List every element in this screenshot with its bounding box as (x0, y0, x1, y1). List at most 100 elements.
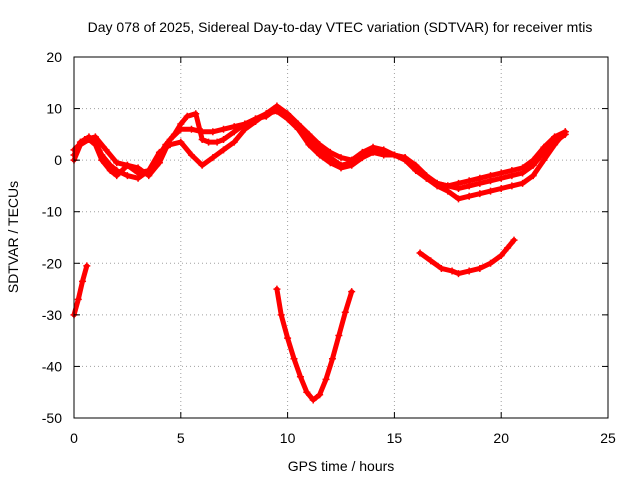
data-point-marker (454, 270, 462, 278)
x-tick-label: 0 (70, 430, 78, 446)
data-point-marker (401, 156, 409, 164)
grid-layer (74, 57, 608, 418)
data-point-marker (145, 166, 153, 174)
data-point-marker (198, 136, 206, 144)
y-tick-label: 0 (54, 152, 62, 168)
data-point-marker (497, 185, 505, 193)
y-tick-label: -50 (42, 410, 62, 426)
data-point-marker (284, 334, 292, 342)
data-point-marker (155, 159, 163, 167)
y-tick-label: 20 (46, 49, 62, 65)
data-point-marker (220, 136, 228, 144)
data-point-marker (294, 120, 302, 128)
x-tick-label: 15 (387, 430, 403, 446)
data-point-marker (412, 166, 420, 174)
data-point-marker (519, 179, 527, 187)
data-point-marker (476, 190, 484, 198)
data-point-marker (284, 110, 292, 118)
data-point-marker (322, 375, 330, 383)
data-point-marker (504, 244, 512, 252)
data-point-marker (316, 141, 324, 149)
data-point-marker (273, 102, 281, 110)
series-main-c (70, 102, 569, 190)
data-point-marker (102, 146, 110, 154)
data-point-marker (529, 156, 537, 164)
data-point-marker (113, 172, 121, 180)
data-point-marker (487, 187, 495, 195)
data-point-marker (497, 252, 505, 260)
data-point-marker (487, 259, 495, 267)
data-point-marker (416, 249, 424, 257)
series-line (71, 263, 90, 318)
data-point-marker (134, 169, 142, 177)
data-point-marker (328, 355, 336, 363)
data-point-marker (476, 174, 484, 182)
data-point-marker (187, 151, 195, 159)
x-axis-label: GPS time / hours (288, 458, 395, 474)
data-point-marker (296, 373, 304, 381)
data-point-marker (262, 110, 270, 118)
data-point-marker (316, 151, 324, 159)
x-tick-label: 25 (600, 430, 616, 446)
data-point-marker (79, 277, 87, 285)
data-point-marker (187, 125, 195, 133)
data-point-marker (529, 172, 537, 180)
data-point-marker (81, 136, 89, 144)
data-point-marker (465, 267, 473, 275)
data-point-marker (454, 195, 462, 203)
data-point-marker (305, 130, 313, 138)
data-point-marker (326, 148, 334, 156)
data-point-marker (91, 141, 99, 149)
data-point-marker (369, 143, 377, 151)
data-point-marker (551, 133, 559, 141)
data-point-marker (123, 172, 131, 180)
data-point-marker (508, 166, 516, 174)
data-point-marker (348, 288, 356, 296)
data-point-marker (433, 179, 441, 187)
data-point-marker (448, 267, 456, 275)
data-point-marker (74, 295, 82, 303)
data-point-marker (337, 154, 345, 162)
y-tick-label: -20 (42, 255, 62, 271)
data-point-marker (123, 161, 131, 169)
series-main-a (70, 107, 569, 193)
data-point-marker (519, 164, 527, 172)
data-point-marker (220, 146, 228, 154)
data-point-marker (497, 169, 505, 177)
data-point-marker (316, 391, 324, 399)
data-point-marker (561, 128, 569, 136)
y-tick-label: -10 (42, 204, 62, 220)
y-tick-label: 10 (46, 101, 62, 117)
series-seg-late (416, 236, 518, 278)
x-tick-label: 20 (493, 430, 509, 446)
data-point-marker (230, 138, 238, 146)
data-point-marker (205, 138, 213, 146)
series-line (417, 237, 517, 277)
data-point-marker (155, 148, 163, 156)
data-point-marker (290, 355, 298, 363)
y-axis-label: SDTVAR / TECUs (5, 181, 21, 293)
data-point-marker (390, 151, 398, 159)
data-point-marker (230, 123, 238, 131)
data-point-marker (177, 125, 185, 133)
data-point-marker (277, 311, 285, 319)
tick-layer: 0 5 10 15 20 25 -50 -40 -30 -20 -10 0 10 20 (42, 49, 616, 446)
data-point-marker (106, 166, 114, 174)
data-point-marker (465, 192, 473, 200)
data-point-marker (273, 285, 281, 293)
y-tick-label: -40 (42, 358, 62, 374)
data-point-marker (252, 117, 260, 125)
data-point-marker (487, 172, 495, 180)
data-point-marker (454, 179, 462, 187)
chart-title: Day 078 of 2025, Sidereal Day-to-day VTE… (88, 19, 593, 35)
data-point-marker (209, 128, 217, 136)
data-point-marker (348, 156, 356, 164)
data-point-marker (209, 154, 217, 162)
data-point-marker (358, 148, 366, 156)
data-point-marker (241, 125, 249, 133)
data-point-marker (166, 141, 174, 149)
data-point-marker (551, 141, 559, 149)
x-tick-label: 5 (177, 430, 185, 446)
data-point-marker (437, 264, 445, 272)
